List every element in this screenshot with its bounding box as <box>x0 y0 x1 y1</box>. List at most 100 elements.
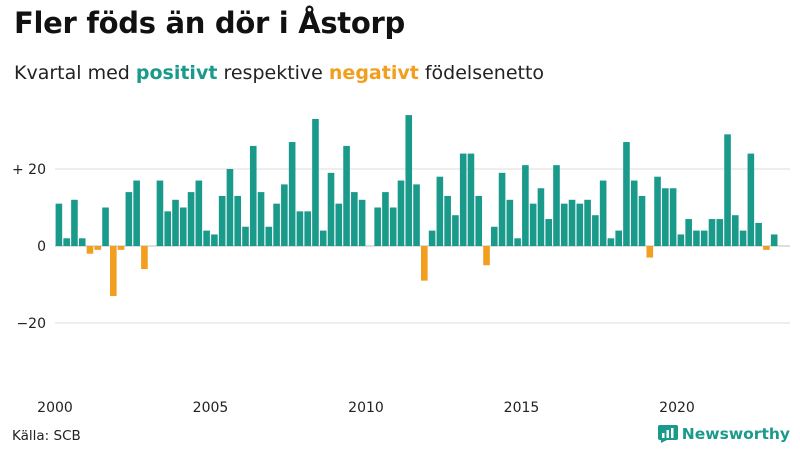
bar-positive <box>281 184 288 246</box>
bar-positive <box>335 203 343 246</box>
subtitle-middle: respektive <box>217 62 329 84</box>
bar-positive <box>630 180 638 246</box>
bar-positive <box>568 199 576 246</box>
bar-positive <box>71 199 78 246</box>
x-axis-ticks: 2000 2005 2010 2015 2020 <box>37 400 695 416</box>
bar-negative <box>94 246 102 250</box>
x-tick-label: 2015 <box>504 400 540 416</box>
bar-positive <box>599 180 607 246</box>
bar-positive <box>304 211 311 246</box>
x-tick-label: 2010 <box>348 400 384 416</box>
bar-positive <box>273 203 280 246</box>
bar-positive <box>327 172 335 246</box>
bar-positive <box>63 238 70 246</box>
bar-positive <box>529 203 537 246</box>
bar-positive <box>102 207 109 246</box>
subtitle-suffix: födelsenetto <box>418 62 545 84</box>
y-tick-label: + 20 <box>12 162 46 178</box>
bar-positive <box>164 211 172 246</box>
x-tick-label: 2020 <box>659 400 695 416</box>
bar-positive <box>187 192 195 246</box>
bar-positive <box>125 192 133 246</box>
bar-positive <box>195 180 203 246</box>
bar-positive <box>382 192 389 246</box>
bar-positive <box>436 176 444 246</box>
bar-positive <box>732 215 739 246</box>
bar-positive <box>397 180 405 246</box>
bar-positive <box>78 238 86 246</box>
bar-positive <box>343 145 350 246</box>
subtitle-prefix: Kvartal med <box>14 62 136 84</box>
bar-positive <box>55 203 63 246</box>
bar-negative <box>421 246 428 281</box>
bar-positive <box>506 199 514 246</box>
bar-positive <box>389 207 397 246</box>
bar-positive <box>459 153 467 246</box>
bar-positive <box>685 219 692 246</box>
subtitle-negative-word: negativt <box>328 62 419 84</box>
bar-positive <box>319 230 327 246</box>
bar-positive <box>452 215 459 246</box>
bar-positive <box>467 153 475 246</box>
bar-positive <box>522 165 529 246</box>
bar-positive <box>514 238 521 246</box>
bar-positive <box>211 234 218 246</box>
bar-negative <box>110 246 117 297</box>
bar-positive <box>545 219 553 246</box>
bar-positive <box>498 172 506 246</box>
bar-positive <box>716 219 724 246</box>
y-tick-label: 0 <box>37 239 46 255</box>
bar-positive <box>592 215 599 246</box>
bar-positive <box>172 199 179 246</box>
bars <box>55 115 778 297</box>
bar-positive <box>607 238 615 246</box>
bar-positive <box>755 222 762 246</box>
y-axis-ticks: + 20 0 −20 <box>12 162 46 332</box>
bar-negative <box>86 246 94 254</box>
bar-positive <box>584 199 591 246</box>
bar-positive <box>700 230 708 246</box>
y-tick-label: −20 <box>16 316 46 332</box>
bar-negative <box>141 246 148 270</box>
bar-positive <box>234 195 242 246</box>
bar-positive <box>413 184 420 246</box>
brand-name: Newsworthy <box>681 425 790 443</box>
bar-positive <box>615 230 622 246</box>
bar-positive <box>218 195 226 246</box>
bar-positive <box>724 134 731 246</box>
bar-positive <box>133 180 140 246</box>
bar-positive <box>693 230 700 246</box>
bar-positive <box>623 142 630 246</box>
bar-positive <box>560 203 568 246</box>
bar-positive <box>203 230 210 246</box>
subtitle-positive-word: positivt <box>135 62 218 84</box>
bar-positive <box>669 188 677 246</box>
chart-title: Fler föds än dör i Åstorp <box>14 6 405 40</box>
bar-positive <box>242 226 249 246</box>
bar-positive <box>553 165 560 246</box>
bar-positive <box>677 234 685 246</box>
bar-positive <box>358 199 366 246</box>
bar-positive <box>156 180 164 246</box>
bar-positive <box>405 115 413 246</box>
bar-positive <box>288 142 296 246</box>
x-tick-label: 2005 <box>193 400 229 416</box>
bar-positive <box>662 188 669 246</box>
bar-negative <box>646 246 654 258</box>
bar-positive <box>654 176 661 246</box>
brand-logo: Newsworthy <box>657 425 790 443</box>
bar-positive <box>490 226 498 246</box>
bar-negative <box>117 246 125 250</box>
bar-positive <box>444 195 451 246</box>
bar-positive <box>374 207 381 246</box>
source-note: Källa: SCB <box>12 428 81 444</box>
bar-positive <box>351 192 358 246</box>
chart-subtitle: Kvartal med positivt respektive negativt… <box>14 62 544 84</box>
bar-negative <box>483 246 490 266</box>
bar-negative <box>763 246 770 250</box>
bar-positive <box>576 203 584 246</box>
bar-positive <box>739 230 747 246</box>
bar-positive <box>296 211 304 246</box>
bar-positive <box>257 192 265 246</box>
